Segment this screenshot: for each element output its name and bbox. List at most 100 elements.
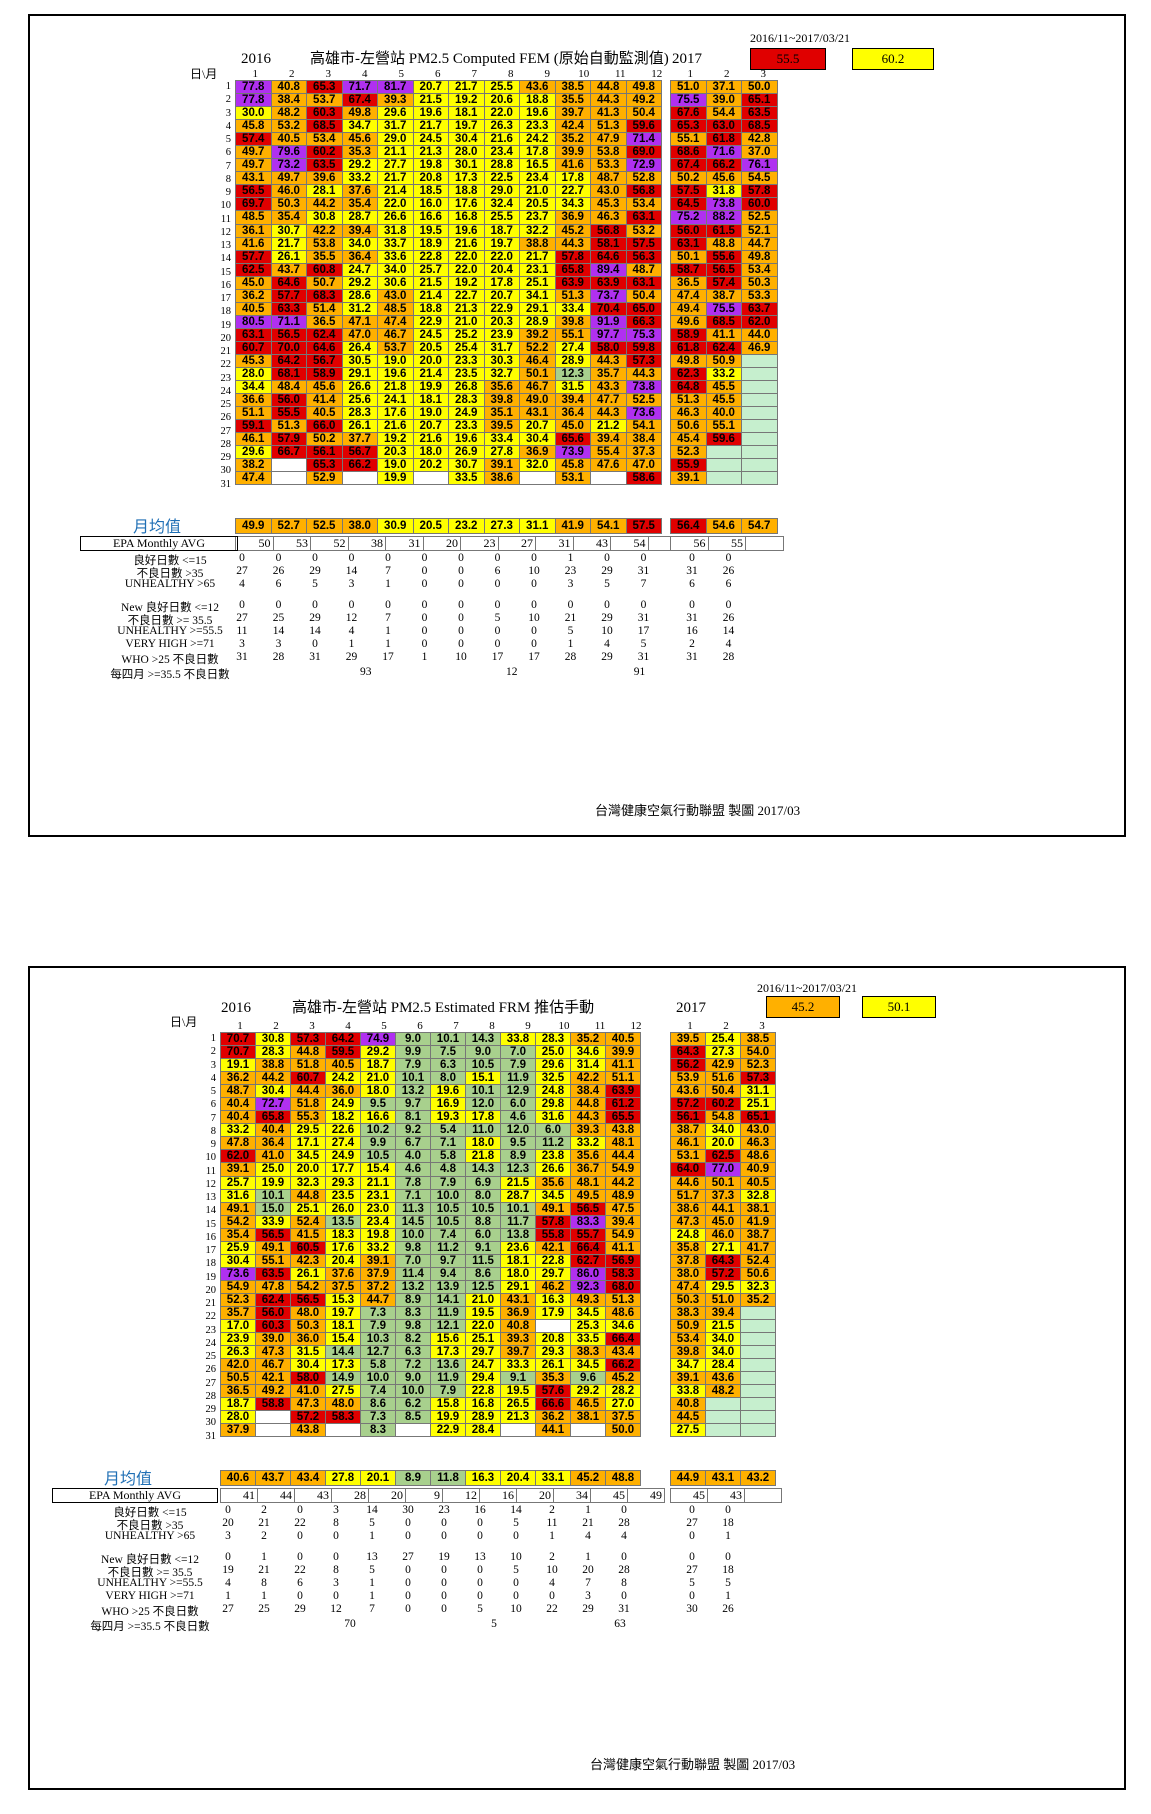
- data-cell: 68.5: [705, 314, 742, 329]
- data-cell: 56.1: [306, 445, 343, 460]
- quad-value: 12: [506, 666, 518, 678]
- data-cell: 46.2: [535, 1279, 571, 1294]
- stat-value-2016: 27: [236, 612, 248, 624]
- table-row: 34.4 48.4 45.6 26.6 21.8 19.9 26.8 35.6 46.7 31.5…: [235, 380, 662, 395]
- data-cell: 9.0: [465, 1045, 501, 1060]
- data-cell: 21.7: [519, 249, 556, 264]
- data-cell: 39.9: [554, 145, 591, 160]
- stat-value-2016: 0: [531, 552, 537, 564]
- table-row: 36.2 44.2 60.7 24.2 21.0 10.1 8.0 15.1 11.9 32.5 4…: [220, 1071, 641, 1086]
- table-row: 17.0 60.3 50.3 18.1 7.9 9.8 12.1 22.0 40.8 25.3 34…: [220, 1319, 641, 1334]
- data-cell: 31.6: [535, 1110, 571, 1125]
- data-cell: 63.0: [705, 119, 742, 134]
- data-cell: 22.9: [412, 314, 449, 329]
- data-cell: 60.8: [306, 262, 343, 277]
- data-cell: 54.9: [605, 1162, 641, 1177]
- data-cell: 20.3: [377, 445, 414, 460]
- day-row-label: 19: [220, 319, 232, 331]
- data-cell: 47.4: [670, 288, 707, 303]
- data-cell: 56.0: [255, 1305, 291, 1321]
- data-cell: 27.3: [705, 1045, 741, 1060]
- month-header-2016: 7: [453, 1020, 459, 1032]
- data-cell: 50.2: [306, 432, 343, 447]
- data-cell: 31.5: [290, 1345, 326, 1360]
- day-row-label: 28: [220, 438, 232, 450]
- data-cell: 35.3: [341, 145, 378, 160]
- data-cell: 25.9: [220, 1240, 256, 1255]
- data-cell: 57.7: [235, 249, 272, 264]
- data-cell: 46.3: [740, 1136, 776, 1151]
- data-cell: 10.1: [430, 1031, 466, 1047]
- table-row: 62.0 41.0 34.5 24.9 10.5 4.0 5.8 21.8 8.9 23.8 35.…: [220, 1149, 641, 1164]
- data-cell: 21.3: [500, 1410, 536, 1425]
- data-cell: 71.4: [625, 132, 662, 147]
- stat-value-2016: 10: [510, 1551, 522, 1563]
- stat-value-2016: 0: [405, 1577, 411, 1589]
- data-cell: [741, 432, 778, 447]
- data-cell: 26.4: [341, 340, 378, 355]
- data-cell: 19.3: [430, 1110, 466, 1125]
- stat-value-2016: 0: [621, 1551, 627, 1563]
- stat-value-2016: 29: [345, 651, 358, 663]
- month-header-2016: 5: [398, 68, 405, 80]
- stat-label: 良好日數 <=15: [113, 1507, 187, 1519]
- stat-label: 良好日數 <=15: [133, 555, 207, 567]
- data-cell: 62.7: [570, 1253, 606, 1268]
- data-cell: 28.4: [705, 1358, 741, 1373]
- data-cell: 23.4: [519, 171, 556, 186]
- data-cell: 65.3: [306, 458, 343, 473]
- table-row: 46.1 20.0 46.3: [670, 1136, 776, 1151]
- stat-value-2016: 0: [312, 552, 318, 564]
- data-cell: 53.4: [625, 197, 662, 212]
- data-cell: 28.0: [448, 145, 485, 160]
- data-cell: 38.1: [570, 1410, 606, 1425]
- data-cell: 27.5: [325, 1384, 361, 1399]
- stat-value-2017: 4: [725, 638, 732, 650]
- stat-value-2016: 0: [604, 599, 610, 611]
- table-row: 51.7 37.3 32.8: [670, 1188, 776, 1203]
- data-cell: 68.6: [670, 145, 707, 160]
- data-cell: 24.7: [465, 1358, 501, 1373]
- data-cell: 65.3: [670, 119, 707, 134]
- data-cell: 23.1: [519, 262, 556, 277]
- data-cell: 33.2: [360, 1240, 396, 1255]
- data-cell: 61.8: [670, 340, 707, 355]
- data-cell: 32.7: [483, 367, 520, 382]
- monthly-avg-2017: 56.4 54.6 54.7: [670, 518, 778, 534]
- table-row: 39.5 25.4 38.5: [670, 1031, 776, 1047]
- data-cell: 20.2: [412, 458, 449, 473]
- data-cell: 38.1: [740, 1201, 776, 1216]
- stat-value-2016: 10: [528, 612, 540, 624]
- data-cell: 32.3: [740, 1279, 776, 1294]
- data-cell: 11.8: [430, 1470, 466, 1486]
- data-cell: 55.7: [570, 1227, 606, 1242]
- data-cell: 28.0: [235, 367, 272, 382]
- data-cell: 21.1: [377, 145, 414, 160]
- data-cell: 26.5: [500, 1397, 536, 1412]
- data-cell: 29.7: [465, 1345, 501, 1360]
- stat-value-2016: 21: [258, 1517, 270, 1529]
- stat-value-2016: 17: [637, 625, 650, 637]
- data-cell: 70.0: [270, 340, 307, 355]
- data-cell: 45.5: [705, 380, 742, 395]
- stat-value-2016: 1: [261, 1551, 267, 1563]
- data-cell: 42.3: [290, 1253, 326, 1268]
- data-cell: 52.2: [519, 340, 556, 355]
- data-cell: 23.3: [448, 353, 485, 369]
- chart-panel-frm: 2016/11~2017/03/21 45.2 50.1 2016 高雄市-左營…: [28, 966, 1126, 1790]
- data-cell: 43.8: [605, 1123, 641, 1138]
- table-row: 62.5 43.7 60.8 24.7 34.0 25.7 22.0 20.4 23.1 65.8…: [235, 262, 662, 277]
- day-row-label: 18: [205, 1258, 217, 1270]
- data-cell: 14.1: [430, 1292, 466, 1307]
- table-row: 23.9 39.0 36.0 15.4 10.3 8.2 15.6 25.1 39.3 20.8 3…: [220, 1332, 641, 1347]
- data-cell: 9.5: [360, 1097, 396, 1112]
- data-cell: [740, 1345, 776, 1360]
- data-cell: 21.7: [270, 236, 307, 251]
- data-cell: 42.8: [741, 132, 778, 147]
- data-cell: 24.5: [412, 132, 449, 147]
- table-row: 38.0 57.2 50.6: [670, 1266, 776, 1281]
- data-cell: 23.5: [448, 367, 485, 382]
- data-cell: 56.0: [270, 393, 307, 408]
- data-cell: 52.5: [625, 393, 662, 408]
- data-cell: 22.0: [377, 197, 414, 212]
